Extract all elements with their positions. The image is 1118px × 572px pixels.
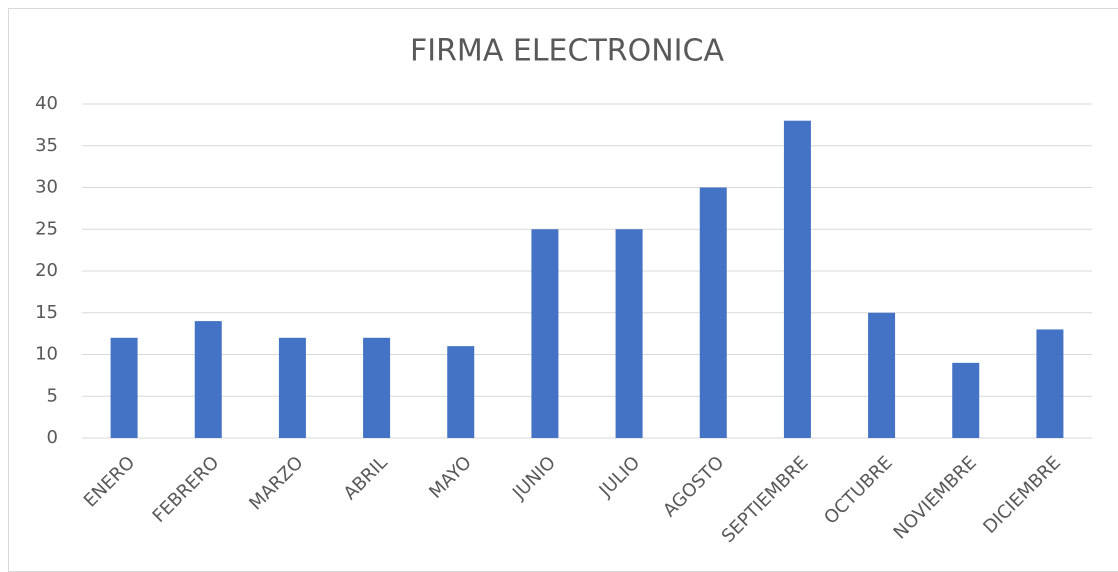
bar bbox=[447, 346, 475, 438]
bar bbox=[868, 312, 896, 438]
bar bbox=[1036, 329, 1064, 438]
chart-border bbox=[8, 8, 1118, 572]
bar bbox=[278, 337, 306, 438]
y-tick-label: 25 bbox=[35, 218, 58, 239]
bar bbox=[194, 321, 222, 438]
bar bbox=[110, 337, 138, 438]
y-tick-label: 20 bbox=[35, 260, 58, 281]
y-tick-label: 35 bbox=[35, 135, 58, 156]
bar bbox=[531, 229, 559, 438]
y-tick-label: 0 bbox=[47, 427, 58, 448]
bar bbox=[952, 362, 980, 438]
bar bbox=[615, 229, 643, 438]
bar bbox=[363, 337, 391, 438]
y-tick-label: 40 bbox=[35, 93, 58, 114]
bar bbox=[699, 187, 727, 438]
y-tick-label: 10 bbox=[35, 344, 58, 365]
y-tick-label: 5 bbox=[47, 385, 58, 406]
y-tick-label: 30 bbox=[35, 177, 58, 198]
y-tick-label: 15 bbox=[35, 302, 58, 323]
bar bbox=[783, 120, 811, 438]
chart-title: FIRMA ELECTRONICA bbox=[410, 34, 724, 69]
